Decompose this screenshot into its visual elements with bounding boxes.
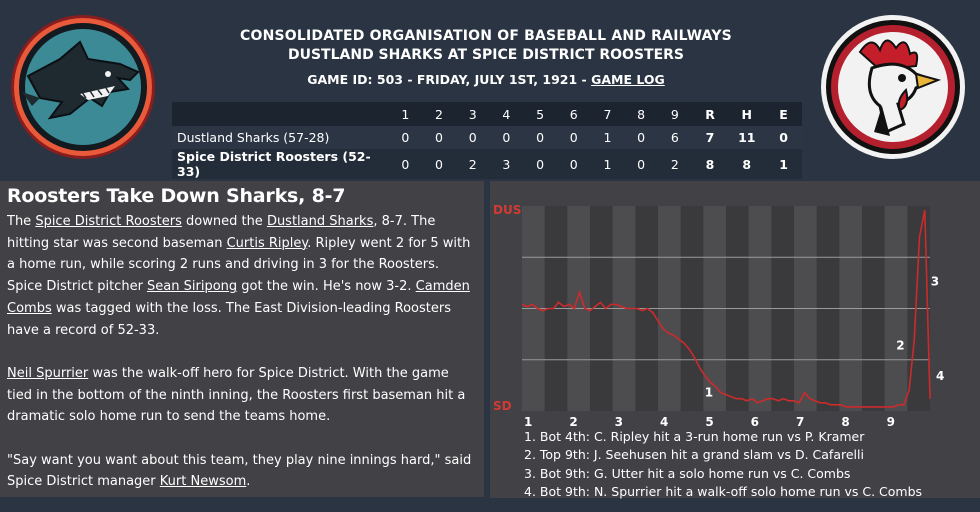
inning-score: 1 bbox=[590, 126, 625, 149]
home-team-logo bbox=[820, 14, 966, 160]
home-runs: 8 bbox=[691, 149, 729, 179]
inning-score: 0 bbox=[422, 126, 456, 149]
inning-header: 8 bbox=[624, 102, 658, 126]
story-paragraph-2: Neil Spurrier was the walk-off hero for … bbox=[7, 363, 477, 428]
x-tick-label: 6 bbox=[751, 415, 759, 429]
story-text: was tagged with the loss. The East Divis… bbox=[7, 300, 451, 338]
x-tick-label: 1 bbox=[524, 415, 532, 429]
rooster-logo bbox=[821, 15, 965, 159]
y-top-label: DUS bbox=[493, 203, 521, 217]
key-play-item: 4. Bot 9th: N. Spurrier hit a walk-off s… bbox=[524, 483, 923, 499]
inning-header: 5 bbox=[523, 102, 557, 126]
inning-score: 0 bbox=[489, 126, 524, 149]
story-text: . Ripley went 2 for 5 with a home run, w… bbox=[7, 235, 471, 295]
league-name: CONSOLIDATED ORGANISATION OF BASEBALL AN… bbox=[240, 28, 732, 44]
inning-score: 0 bbox=[388, 149, 423, 179]
story-text: downed the bbox=[181, 214, 267, 229]
team-link-sharks[interactable]: Dustland Sharks bbox=[266, 214, 374, 229]
story-paragraph-3: "Say want you want about this team, they… bbox=[7, 450, 477, 493]
away-runs: 7 bbox=[691, 126, 729, 149]
home-team-row: Spice District Roosters (52-33) 0 0 2 3 … bbox=[172, 149, 802, 179]
inning-score: 0 bbox=[388, 126, 423, 149]
inning-score: 0 bbox=[624, 149, 658, 179]
game-id-date: GAME ID: 503 - FRIDAY, JULY 1ST, 1921 - bbox=[307, 72, 587, 87]
player-link-combs[interactable]: Camden Combs bbox=[7, 279, 470, 316]
inning-header: 4 bbox=[489, 102, 524, 126]
inning-score: 0 bbox=[556, 126, 591, 149]
player-link-ripley[interactable]: Curtis Ripley bbox=[226, 235, 308, 251]
key-play-item: 2. Top 9th: J. Seehusen hit a grand slam… bbox=[524, 447, 864, 463]
shark-logo bbox=[11, 15, 155, 159]
x-tick-label: 5 bbox=[705, 415, 713, 429]
inning-score: 2 bbox=[657, 149, 692, 179]
inning-header: 1 bbox=[388, 102, 423, 126]
key-play-marker: 4 bbox=[936, 369, 944, 383]
inning-score: 0 bbox=[624, 126, 658, 149]
player-link-siripong[interactable]: Sean Siripong bbox=[147, 279, 238, 295]
story-text: The bbox=[7, 214, 36, 229]
inning-header: 7 bbox=[590, 102, 625, 126]
x-tick-label: 8 bbox=[841, 415, 849, 429]
team-link-roosters[interactable]: Spice District Roosters bbox=[35, 214, 182, 229]
y-bottom-label: SD bbox=[493, 399, 512, 413]
inning-score: 0 bbox=[523, 149, 557, 179]
inning-score: 2 bbox=[455, 149, 490, 179]
story-text: got the win. He's now 3-2. bbox=[237, 279, 416, 295]
away-errors: 0 bbox=[765, 126, 802, 149]
win-probability-panel: DUS SD 1 2 3 4 5 6 7 8 9 1 2 3 4 1. Bot 4th: C. Ripley… bbox=[490, 181, 980, 501]
game-story-panel: Roosters Take Down Sharks, 8-7 The Spice… bbox=[0, 181, 484, 497]
key-play-marker: 3 bbox=[931, 275, 939, 289]
story-text: , 8-7. The hitting star was second basem… bbox=[7, 214, 436, 251]
key-plays-list: 1. Bot 4th: C. Ripley hit a 3-run home r… bbox=[524, 428, 922, 501]
line-score-header-row: 1 2 3 4 5 6 7 8 9 R H E bbox=[172, 102, 802, 126]
home-hits: 8 bbox=[728, 149, 766, 179]
inning-score: 1 bbox=[590, 149, 625, 179]
x-tick-label: 4 bbox=[660, 415, 668, 429]
hits-header: H bbox=[728, 102, 766, 126]
inning-score: 3 bbox=[489, 149, 524, 179]
story-text: . bbox=[246, 474, 251, 490]
away-team-logo bbox=[10, 14, 156, 160]
away-hits: 11 bbox=[728, 126, 766, 149]
errors-header: E bbox=[765, 102, 802, 126]
game-info: GAME ID: 503 - FRIDAY, JULY 1ST, 1921 - … bbox=[170, 72, 802, 87]
inning-score: 6 bbox=[657, 126, 692, 149]
runs-header: R bbox=[691, 102, 729, 126]
inning-header: 3 bbox=[455, 102, 490, 126]
inning-score: 0 bbox=[556, 149, 591, 179]
x-tick-label: 2 bbox=[569, 415, 577, 429]
home-team-name[interactable]: Spice District Roosters (52-33) bbox=[172, 149, 389, 179]
team-header-cell bbox=[172, 102, 389, 126]
story-text: was the walk-off hero for Spice District… bbox=[7, 365, 466, 425]
inning-header: 6 bbox=[556, 102, 591, 126]
away-team-row: Dustland Sharks (57-28) 0 0 0 0 0 0 1 0 … bbox=[172, 126, 802, 149]
x-tick-label: 9 bbox=[887, 415, 895, 429]
inning-score: 0 bbox=[455, 126, 490, 149]
story-text: "Say want you want about this team, they… bbox=[7, 452, 472, 490]
manager-link-newsom[interactable]: Kurt Newsom bbox=[159, 474, 247, 490]
inning-score: 0 bbox=[523, 126, 557, 149]
line-score-table: 1 2 3 4 5 6 7 8 9 R H E Dustland Sharks … bbox=[172, 102, 802, 179]
inning-header: 2 bbox=[422, 102, 456, 126]
key-play-item: 3. Bot 9th: G. Utter hit a solo home run… bbox=[524, 465, 851, 481]
home-errors: 1 bbox=[765, 149, 802, 179]
story-paragraph-1: The Spice District Roosters downed the D… bbox=[7, 211, 477, 341]
matchup-title: DUSTLAND SHARKS AT SPICE DISTRICT ROOSTE… bbox=[287, 47, 685, 63]
game-header: CONSOLIDATED ORGANISATION OF BASEBALL AN… bbox=[170, 28, 802, 87]
x-tick-label: 7 bbox=[796, 415, 804, 429]
inning-score: 0 bbox=[422, 149, 456, 179]
game-log-link[interactable]: GAME LOG bbox=[591, 72, 665, 87]
win-probability-chart: DUS SD 1 2 3 4 5 6 7 8 9 1 2 3 4 bbox=[493, 203, 944, 429]
player-link-spurrier[interactable]: Neil Spurrier bbox=[7, 365, 89, 381]
story-headline: Roosters Take Down Sharks, 8-7 bbox=[7, 185, 346, 207]
inning-header: 9 bbox=[657, 102, 692, 126]
x-tick-label: 3 bbox=[615, 415, 623, 429]
key-play-marker: 2 bbox=[896, 338, 904, 352]
away-team-name[interactable]: Dustland Sharks (57-28) bbox=[172, 126, 389, 149]
win-probability-line bbox=[521, 209, 931, 408]
key-play-marker: 1 bbox=[705, 386, 713, 400]
key-play-item: 1. Bot 4th: C. Ripley hit a 3-run home r… bbox=[524, 429, 865, 444]
